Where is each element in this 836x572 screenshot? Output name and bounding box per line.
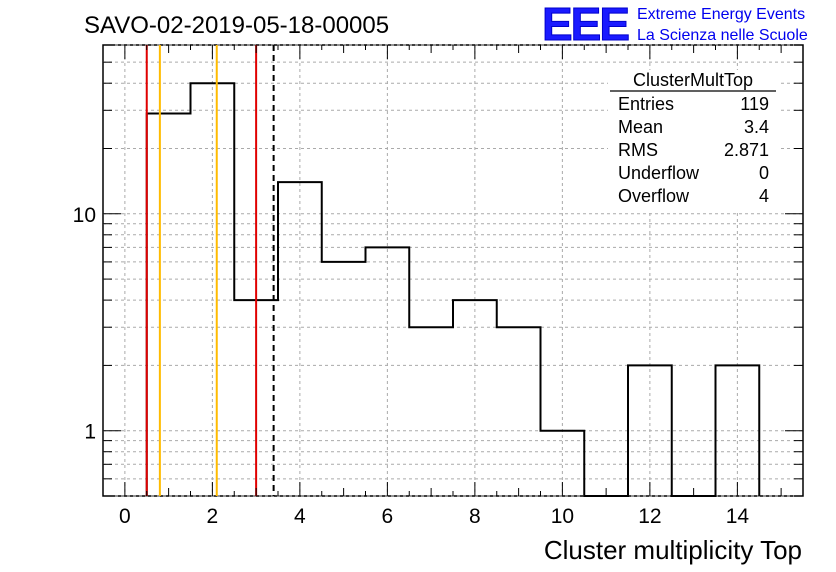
x-tick-label: 0 (119, 505, 131, 528)
x-tick-label: 10 (551, 505, 574, 528)
chart-title: SAVO-02-2019-05-18-00005 (84, 12, 389, 39)
logo-line2: La Scienza nelle Scuole (637, 27, 808, 44)
logo-line1: Extreme Energy Events (637, 6, 805, 23)
histogram-bin (497, 327, 541, 496)
histogram-bin (322, 262, 366, 496)
y-tick-label: 10 (73, 204, 96, 227)
stats-box: ClusterMultTop Entries 119 Mean 3.4 RMS 2.871… (608, 70, 778, 210)
x-tick-label: 2 (207, 505, 219, 528)
x-tick-label: 14 (726, 505, 750, 528)
stats-label: RMS (618, 140, 658, 160)
histogram-bin (409, 327, 453, 496)
stats-value: 3.4 (744, 117, 769, 137)
grid (103, 44, 803, 497)
x-tick-label: 12 (638, 505, 661, 528)
y-tick-labels: 1 10 (73, 204, 96, 444)
eee-logo: EEE Extreme Energy Events La Scienza nel… (542, 0, 808, 51)
stats-value: 0 (759, 163, 769, 183)
x-tick-label: 8 (469, 505, 481, 528)
stats-label: Underflow (618, 163, 700, 183)
x-axis-title: Cluster multiplicity Top (544, 535, 802, 565)
histogram-bars (145, 82, 761, 497)
stats-rows: Entries 119 Mean 3.4 RMS 2.871 Underflow 0 Overf… (618, 94, 769, 206)
stats-value: 2.871 (724, 140, 769, 160)
stats-label: Mean (618, 117, 663, 137)
x-tick-labels: 0 2 4 6 8 10 12 14 (119, 505, 749, 528)
histogram-outline (145, 82, 761, 497)
histogram-bin (191, 83, 235, 496)
stats-label: Entries (618, 94, 674, 114)
y-tick-label: 1 (84, 421, 96, 444)
x-tick-label: 6 (382, 505, 394, 528)
stats-box-bg (608, 70, 778, 210)
axis-ticks (102, 44, 804, 497)
marker-lines (145, 45, 275, 496)
stats-label: Overflow (618, 186, 690, 206)
x-tick-label: 4 (294, 505, 306, 528)
logo-mark: EEE (542, 0, 628, 50)
stats-value: 4 (759, 186, 769, 206)
histogram-bin (147, 113, 191, 496)
stats-title: ClusterMultTop (633, 70, 753, 90)
stats-value: 119 (740, 94, 769, 114)
